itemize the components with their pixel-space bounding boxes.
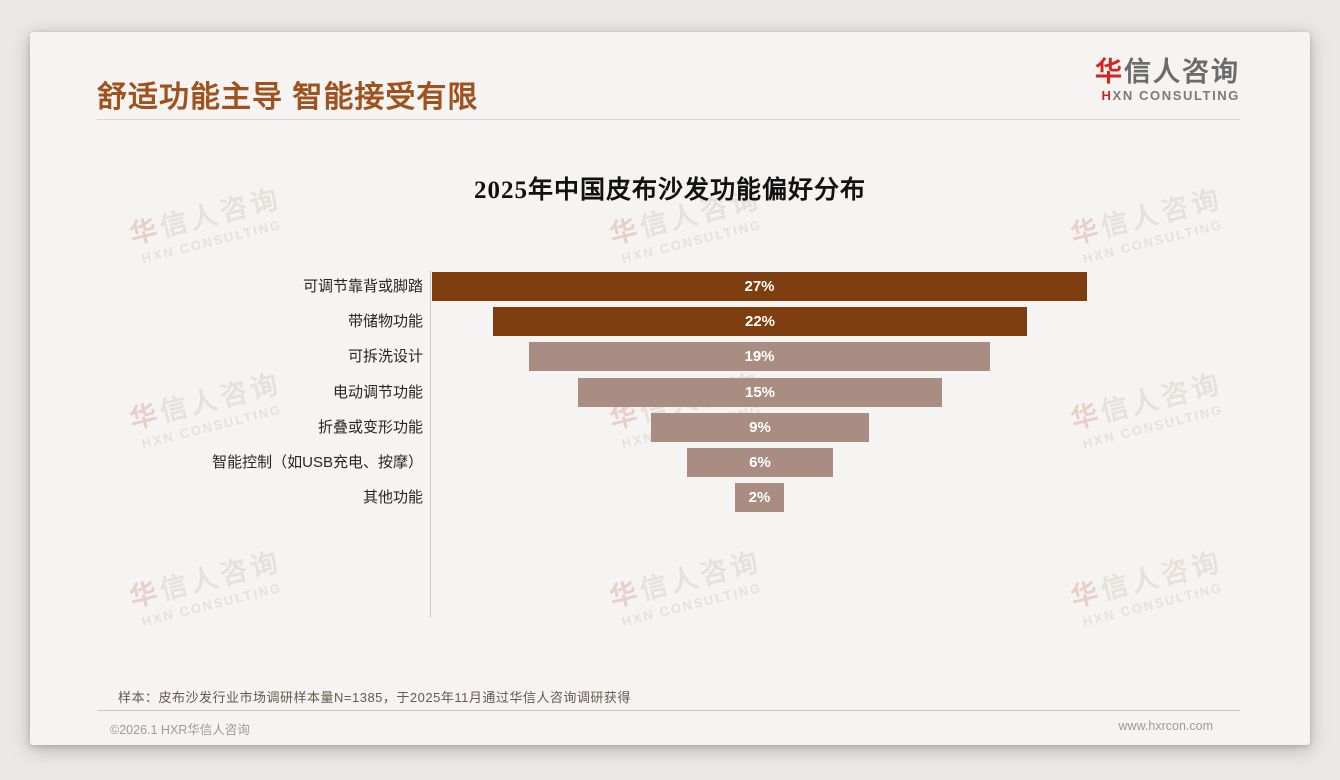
logo-en-rest: XN CONSULTING xyxy=(1112,88,1240,103)
y-axis-line xyxy=(430,270,431,618)
category-label: 可调节靠背或脚踏 xyxy=(302,278,423,295)
bar-value-label: 15% xyxy=(744,384,776,401)
category-label: 电动调节功能 xyxy=(332,384,423,401)
bar-value-label: 9% xyxy=(749,419,771,436)
funnel-bar: 27% xyxy=(432,272,1087,301)
logo-cn-first-char: 华 xyxy=(1095,57,1124,87)
category-label: 可拆洗设计 xyxy=(347,348,423,365)
funnel-bar: 2% xyxy=(735,483,784,512)
logo-chinese-text: 华信人咨询 xyxy=(1095,56,1240,88)
header-divider xyxy=(97,119,1240,120)
funnel-bar: 22% xyxy=(493,307,1027,336)
bar-value-label: 19% xyxy=(744,348,775,365)
funnel-bar: 6% xyxy=(687,448,833,477)
category-label: 智能控制（如USB充电、按摩） xyxy=(212,454,423,471)
category-label: 折叠或变形功能 xyxy=(317,419,423,436)
funnel-bar: 19% xyxy=(529,342,990,371)
slide: 华信人咨询 HXN CONSULTING 华信人咨询 HXN CONSULTING 华信… xyxy=(30,32,1310,745)
funnel-chart: 可调节靠背或脚踏 27% 带储物功能 22% 可拆洗设计 19% 电动调节功能 15% 折叠或变… xyxy=(30,272,1310,519)
logo-english-text: HXN CONSULTING xyxy=(1095,88,1240,103)
slide-title: 舒适功能主导 智能接受有限 xyxy=(97,81,479,114)
bar-value-label: 2% xyxy=(748,489,771,506)
category-label: 带储物功能 xyxy=(347,313,423,330)
funnel-bar: 15% xyxy=(578,378,942,407)
chart-title: 2025年中国皮布沙发功能偏好分布 xyxy=(473,177,866,204)
sample-note: 样本：皮布沙发行业市场调研样本量N=1385，于2025年11月通过华信人咨询调… xyxy=(118,690,631,705)
bar-value-label: 27% xyxy=(744,278,775,295)
website-text: www.hxrcon.com xyxy=(1118,719,1213,733)
copyright-text: ©2026.1 HXR华信人咨询 xyxy=(110,723,250,737)
logo-cn-rest: 信人咨询 xyxy=(1124,57,1240,87)
bar-value-label: 22% xyxy=(744,313,776,330)
logo-en-first-char: H xyxy=(1101,88,1113,103)
category-label: 其他功能 xyxy=(362,489,423,506)
footer-divider xyxy=(97,710,1240,711)
funnel-bar: 9% xyxy=(651,413,869,442)
bar-value-label: 6% xyxy=(749,454,771,471)
company-logo: 华信人咨询 HXN CONSULTING xyxy=(1095,56,1240,103)
